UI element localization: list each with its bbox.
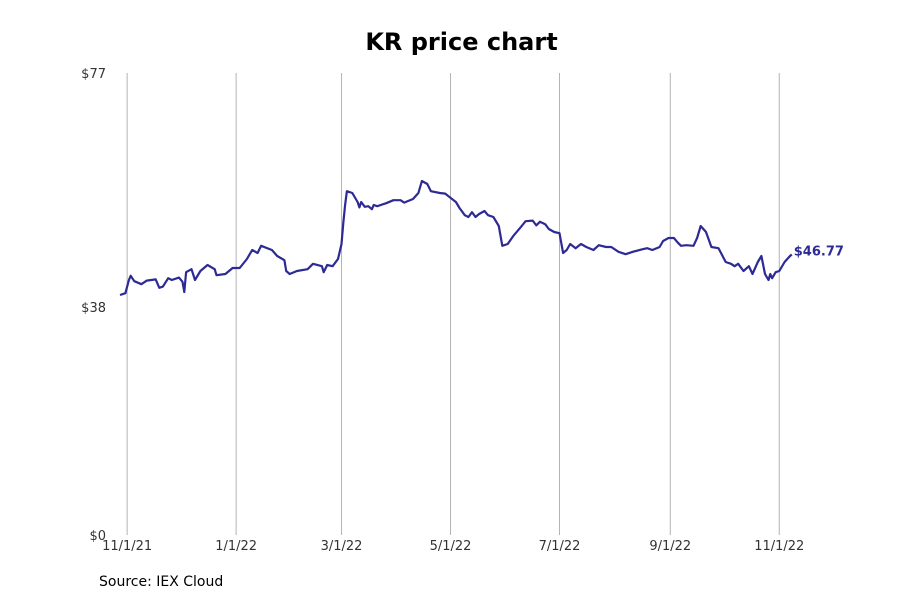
chart-title: KR price chart — [365, 28, 558, 56]
x-tick-label: 1/1/22 — [215, 539, 257, 554]
gridlines — [126, 73, 780, 535]
x-tick-label: 3/1/22 — [321, 539, 363, 554]
y-tick-label: $0 — [89, 529, 106, 544]
x-tick-label: 7/1/22 — [539, 539, 581, 554]
source-note: Source: IEX Cloud — [99, 574, 224, 590]
x-tick-label: 9/1/22 — [649, 539, 691, 554]
last-value-annotation: $46.77 — [794, 244, 844, 259]
x-tick-label: 11/1/21 — [102, 539, 152, 554]
y-tick-label: $77 — [81, 67, 106, 82]
x-tick-label: 11/1/22 — [754, 539, 804, 554]
last-price-label: $46.77 — [794, 244, 844, 259]
price-series — [119, 179, 793, 297]
y-axis-ticks: $0 $38 $77 — [81, 67, 106, 544]
price-line — [119, 179, 793, 297]
x-tick-label: 5/1/22 — [430, 539, 472, 554]
y-tick-label: $38 — [81, 301, 106, 316]
x-axis-ticks: 11/1/21 1/1/22 3/1/22 5/1/22 7/1/22 9/1/22 11/… — [102, 539, 804, 554]
